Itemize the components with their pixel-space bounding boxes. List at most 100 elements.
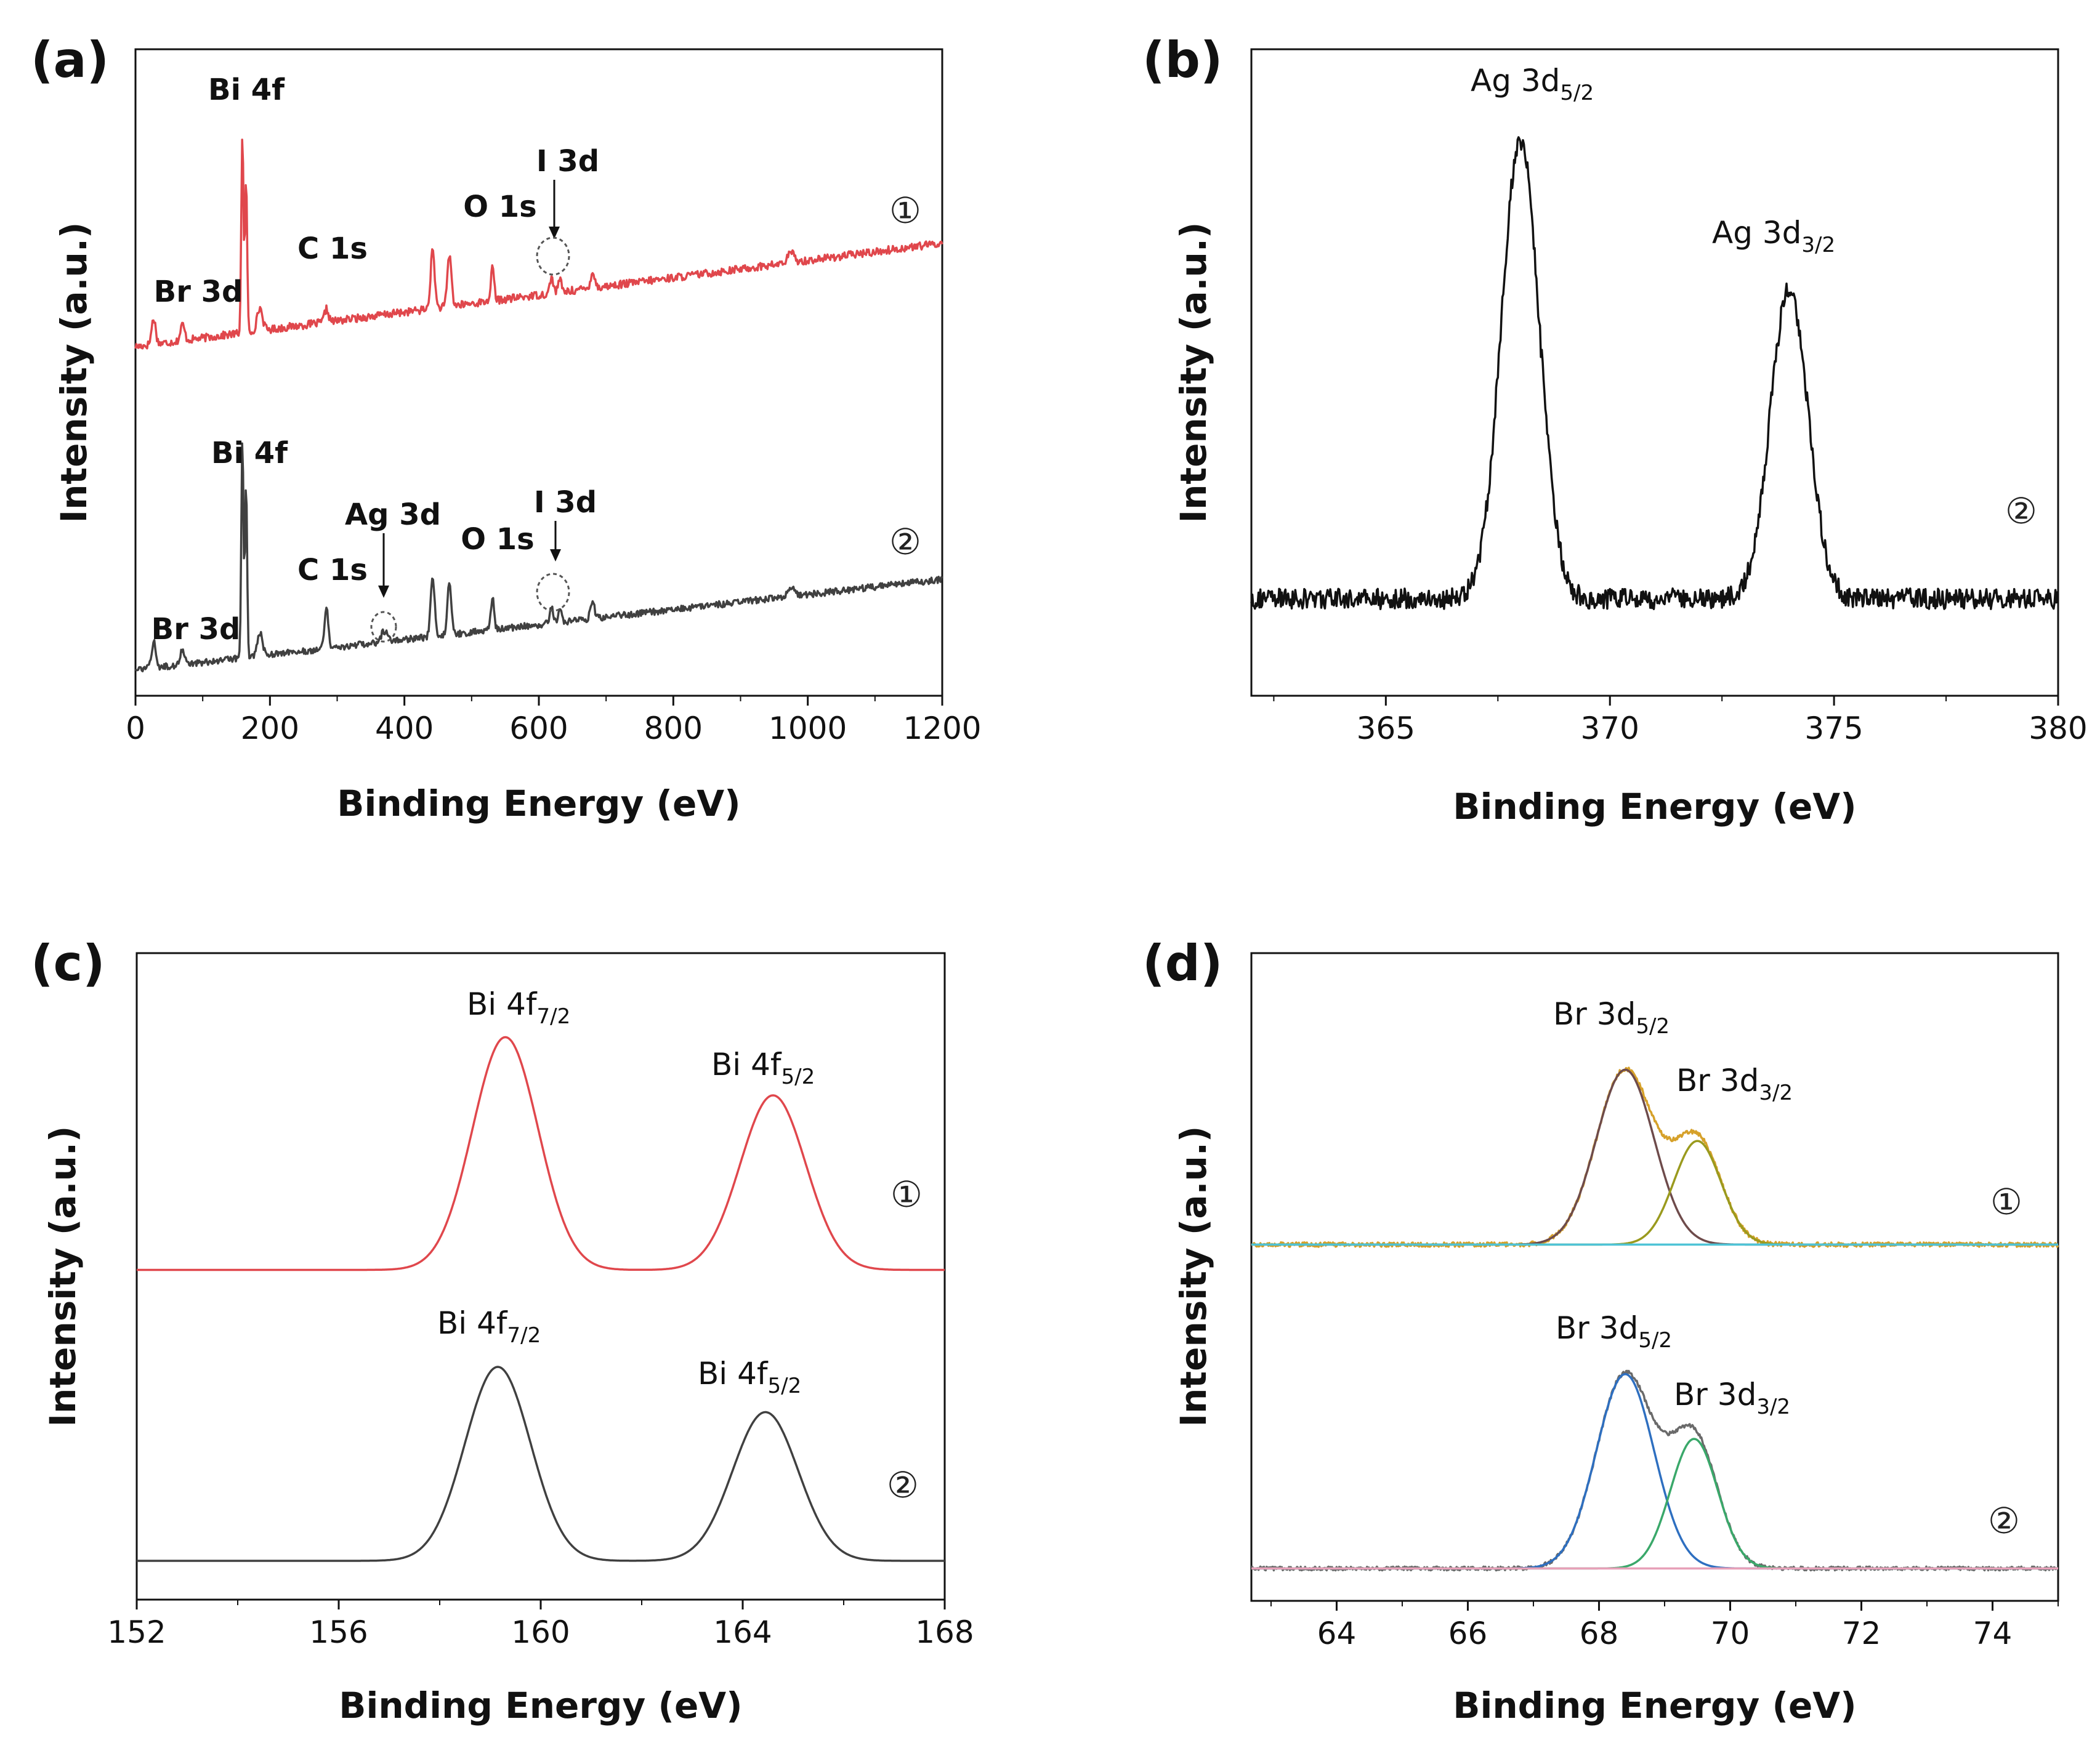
series-line-a-0	[134, 139, 943, 350]
peak-label-br-3d52-2: Br 3d5/2	[1556, 1310, 1672, 1353]
x-tick-label-a-5: 1000	[769, 711, 847, 746]
peak-label-o1s-2: O 1s	[461, 522, 534, 557]
peak-label-bi4f-2: Bi 4f	[211, 436, 288, 470]
panel-label-c: (c)	[31, 935, 105, 992]
plot-frame-b	[1250, 48, 2059, 697]
peak-label-br-3d32-2-main: Br 3d	[1674, 1377, 1756, 1412]
y-axis-label-c: Intensity (a.u.)	[42, 1126, 84, 1427]
arrowhead-ag3d-2	[378, 586, 389, 598]
series-line-d-1	[1251, 1068, 2059, 1246]
sample-marker-2-a: ②	[889, 521, 921, 563]
peak-label-bi-4f72-1-sub: 7/2	[537, 1004, 571, 1029]
x-tick-label-d-4: 72	[1842, 1616, 1881, 1651]
x-axis-label-d: Binding Energy (eV)	[1453, 1685, 1856, 1726]
x-ticks-a: 0 200 400 600 800 1000 1200	[126, 696, 982, 746]
x-tick-label-d-2: 68	[1580, 1616, 1619, 1651]
panel-label-b: (b)	[1142, 31, 1222, 89]
x-tick-label-c-2: 160	[511, 1614, 570, 1650]
peak-label-bi-4f72-1: Bi 4f7/2	[467, 986, 570, 1029]
x-tick-label-b-1: 370	[1581, 711, 1639, 746]
panel-label-d: (d)	[1142, 935, 1222, 992]
peak-label-br-3d52-1: Br 3d5/2	[1553, 996, 1670, 1039]
x-ticks-c: 152 156 160 164 168	[107, 1600, 974, 1650]
peak-label-br3d-2: Br 3d	[151, 612, 241, 646]
y-axis-label-a: Intensity (a.u.)	[53, 222, 95, 523]
peak-label-bi-4f72-2-sub: 7/2	[507, 1323, 541, 1348]
series-line-d-6	[1251, 1438, 2059, 1570]
marks-b	[1250, 136, 2059, 610]
peak-label-br-3d52-2-sub: 5/2	[1638, 1328, 1672, 1353]
peak-label-bi-4f72-2: Bi 4f7/2	[437, 1305, 541, 1348]
plot-frame-c	[135, 952, 946, 1601]
marks-c	[136, 1036, 945, 1562]
peak-label-i3d-2: I 3d	[534, 485, 597, 520]
peak-label-br3d-1: Br 3d	[154, 275, 243, 309]
peak-label-ag-3d32-main: Ag 3d	[1712, 215, 1801, 251]
x-ticks-d: 64 66 68 70 72 74	[1270, 1601, 2059, 1651]
peak-label-bi4f-1: Bi 4f	[208, 73, 285, 107]
peak-label-bi-4f52-2: Bi 4f5/2	[698, 1356, 801, 1398]
x-ticks-b: 365 370 375 380	[1273, 696, 2088, 746]
sample-marker-1-c: ①	[890, 1174, 923, 1215]
peak-label-bi-4f52-1-sub: 5/2	[781, 1065, 815, 1089]
panel-a: (a) 0 200 400 600 800 1000 1200 Binding Energy…	[31, 31, 982, 824]
marks-a	[134, 139, 943, 672]
sample-marker-1-d: ①	[1990, 1181, 2022, 1223]
x-tick-label-d-1: 66	[1448, 1616, 1488, 1651]
x-tick-label-a-2: 400	[375, 711, 434, 746]
peak-label-ag-3d52-main: Ag 3d	[1471, 63, 1560, 99]
x-tick-label-d-3: 70	[1711, 1616, 1750, 1651]
peak-label-i3d-1: I 3d	[536, 144, 599, 179]
peak-label-ag-3d32-sub: 3/2	[1801, 233, 1835, 257]
peak-label-br-3d32-1-main: Br 3d	[1676, 1063, 1759, 1098]
panel-d: (d) 64 66 68 70 72 74 Binding Energy (eV) Int…	[1142, 935, 2059, 1726]
sample-marker-2-d: ②	[1988, 1500, 2020, 1542]
y-axis-label-b: Intensity (a.u.)	[1173, 222, 1214, 523]
series-line-d-2	[1251, 1140, 2059, 1246]
x-tick-label-b-0: 365	[1357, 711, 1415, 746]
marks-d	[1251, 1066, 2059, 1572]
peak-label-br-3d52-2-main: Br 3d	[1556, 1310, 1638, 1346]
peak-label-ag3d-2: Ag 3d	[345, 497, 441, 532]
highlight-circle-ag3d-2	[370, 611, 397, 643]
peak-label-br-3d32-2-sub: 3/2	[1756, 1395, 1790, 1419]
x-tick-label-a-0: 0	[126, 711, 145, 746]
highlight-circle-i3d-1	[536, 236, 570, 276]
peak-label-br-3d32-2: Br 3d3/2	[1674, 1377, 1790, 1419]
y-axis-label-d: Intensity (a.u.)	[1173, 1126, 1214, 1427]
arrowhead-i3d-2	[550, 549, 561, 562]
series-line-b-0	[1250, 136, 2059, 610]
x-axis-label-b: Binding Energy (eV)	[1453, 786, 1856, 828]
series-line-a-1	[134, 442, 943, 672]
x-tick-label-a-6: 1200	[903, 711, 981, 746]
peak-label-bi-4f52-1-main: Bi 4f	[711, 1047, 782, 1082]
peak-label-bi-4f52-2-sub: 5/2	[768, 1374, 802, 1398]
series-line-d-5	[1251, 1373, 2059, 1570]
series-line-c-0	[136, 1036, 945, 1271]
x-tick-label-b-3: 380	[2029, 711, 2087, 746]
highlight-circle-i3d-2	[536, 573, 570, 612]
peak-label-ag-3d32: Ag 3d3/2	[1712, 215, 1835, 257]
peak-label-br-3d32-1: Br 3d3/2	[1676, 1063, 1793, 1105]
sample-marker-2-b: ②	[2005, 490, 2037, 532]
sample-marker-1-a: ①	[889, 190, 921, 232]
peak-label-bi-4f72-2-main: Bi 4f	[437, 1305, 508, 1341]
sample-marker-2-c: ②	[887, 1464, 919, 1506]
x-axis-label-a: Binding Energy (eV)	[337, 783, 740, 824]
peak-label-br-3d32-1-sub: 3/2	[1759, 1081, 1793, 1105]
series-line-d-4	[1251, 1369, 2059, 1572]
x-tick-label-d-0: 64	[1317, 1616, 1357, 1651]
peak-label-o1s-1: O 1s	[463, 190, 536, 224]
plot-frame-d	[1250, 952, 2059, 1602]
panel-b: (b) 365 370 375 380 Binding Energy (eV) Int…	[1142, 31, 2088, 828]
peak-label-bi-4f52-2-main: Bi 4f	[698, 1356, 769, 1392]
peak-label-bi-4f72-1-main: Bi 4f	[467, 986, 538, 1022]
peak-label-c1s-2: C 1s	[297, 553, 368, 587]
x-tick-label-a-4: 800	[644, 711, 703, 746]
arrowhead-i3d-1	[549, 227, 560, 239]
panel-label-a: (a)	[31, 31, 109, 89]
peak-label-c1s-1: C 1s	[297, 232, 368, 266]
x-axis-label-c: Binding Energy (eV)	[339, 1685, 742, 1726]
peak-label-br-3d52-1-main: Br 3d	[1553, 996, 1636, 1032]
